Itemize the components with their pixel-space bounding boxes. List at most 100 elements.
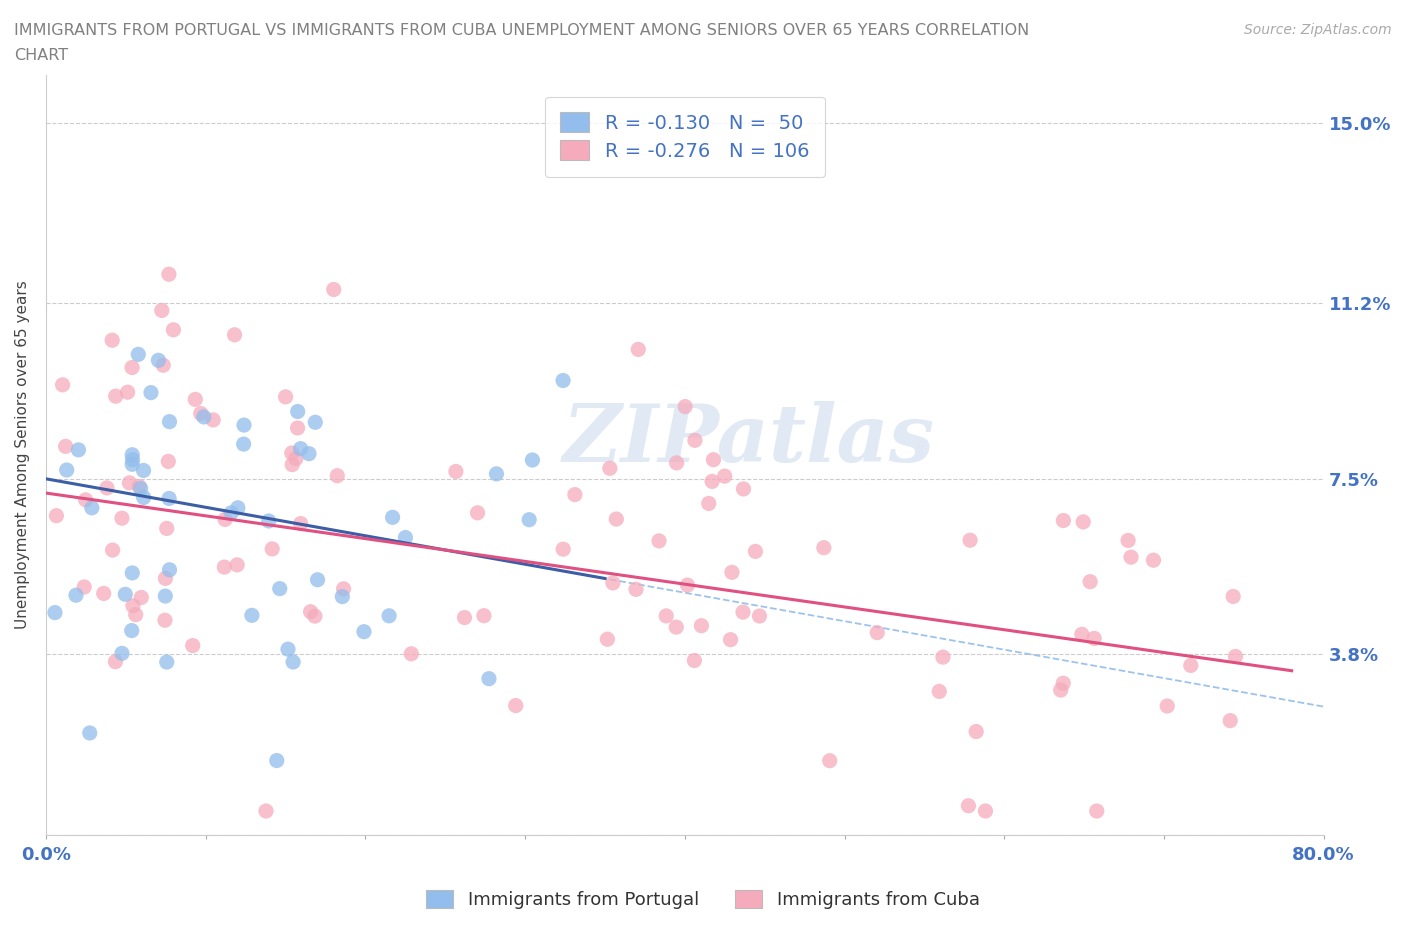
Point — [153, 613, 176, 628]
Point — [605, 512, 627, 526]
Point — [224, 327, 246, 342]
Point — [121, 447, 143, 462]
Point — [157, 491, 180, 506]
Point — [467, 505, 489, 520]
Point — [157, 267, 180, 282]
Point — [1156, 698, 1178, 713]
Point — [139, 385, 162, 400]
Point — [1116, 533, 1139, 548]
Point — [214, 560, 236, 575]
Point — [965, 724, 987, 739]
Point — [453, 610, 475, 625]
Point — [818, 753, 841, 768]
Point — [132, 490, 155, 505]
Point — [65, 588, 87, 603]
Point — [148, 352, 170, 367]
Point — [673, 399, 696, 414]
Point — [444, 464, 467, 479]
Point — [330, 590, 353, 604]
Point — [184, 392, 207, 406]
Point — [281, 655, 304, 670]
Point — [1052, 676, 1074, 691]
Point — [226, 557, 249, 572]
Point — [485, 467, 508, 482]
Point — [731, 604, 754, 619]
Point — [394, 530, 416, 545]
Point — [551, 373, 574, 388]
Legend: R = -0.130   N =  50, R = -0.276   N = 106: R = -0.130 N = 50, R = -0.276 N = 106 — [544, 97, 825, 177]
Point — [44, 605, 66, 620]
Point — [128, 479, 150, 494]
Point — [181, 638, 204, 653]
Point — [121, 565, 143, 580]
Point — [269, 581, 291, 596]
Point — [1219, 713, 1241, 728]
Point — [121, 623, 143, 638]
Point — [1225, 649, 1247, 664]
Point — [1222, 589, 1244, 604]
Point — [290, 516, 312, 531]
Point — [111, 511, 134, 525]
Point — [1119, 550, 1142, 565]
Point — [299, 604, 322, 619]
Point — [1083, 631, 1105, 645]
Point — [281, 458, 304, 472]
Point — [121, 457, 143, 472]
Point — [720, 632, 742, 647]
Point — [281, 445, 304, 460]
Point — [744, 544, 766, 559]
Point — [665, 456, 688, 471]
Point — [748, 608, 770, 623]
Point — [150, 303, 173, 318]
Point — [257, 513, 280, 528]
Point — [522, 453, 544, 468]
Point — [159, 563, 181, 578]
Point — [721, 565, 744, 579]
Point — [298, 446, 321, 461]
Point — [304, 415, 326, 430]
Point — [974, 804, 997, 818]
Point — [101, 542, 124, 557]
Point — [111, 646, 134, 661]
Point — [733, 482, 755, 497]
Point — [401, 646, 423, 661]
Point — [307, 572, 329, 587]
Point — [55, 439, 77, 454]
Point — [67, 443, 90, 458]
Point — [287, 420, 309, 435]
Point — [381, 510, 404, 525]
Point — [564, 487, 586, 502]
Point — [1049, 683, 1071, 698]
Point — [159, 414, 181, 429]
Point — [73, 579, 96, 594]
Point — [1078, 574, 1101, 589]
Point — [155, 571, 177, 586]
Point — [304, 609, 326, 624]
Point — [129, 481, 152, 496]
Point — [665, 619, 688, 634]
Point — [284, 451, 307, 466]
Point — [262, 541, 284, 556]
Text: Source: ZipAtlas.com: Source: ZipAtlas.com — [1244, 23, 1392, 37]
Point — [96, 481, 118, 496]
Point — [1085, 804, 1108, 818]
Point — [45, 508, 67, 523]
Point — [114, 587, 136, 602]
Point — [1071, 514, 1094, 529]
Text: CHART: CHART — [14, 48, 67, 63]
Point — [214, 512, 236, 526]
Point — [683, 432, 706, 447]
Point — [121, 452, 143, 467]
Point — [121, 360, 143, 375]
Point — [332, 581, 354, 596]
Point — [226, 500, 249, 515]
Point — [326, 469, 349, 484]
Point — [472, 608, 495, 623]
Point — [132, 463, 155, 478]
Point — [1070, 627, 1092, 642]
Y-axis label: Unemployment Among Seniors over 65 years: Unemployment Among Seniors over 65 years — [15, 281, 30, 630]
Legend: Immigrants from Portugal, Immigrants from Cuba: Immigrants from Portugal, Immigrants fro… — [419, 883, 987, 916]
Point — [683, 653, 706, 668]
Point — [266, 753, 288, 768]
Point — [813, 540, 835, 555]
